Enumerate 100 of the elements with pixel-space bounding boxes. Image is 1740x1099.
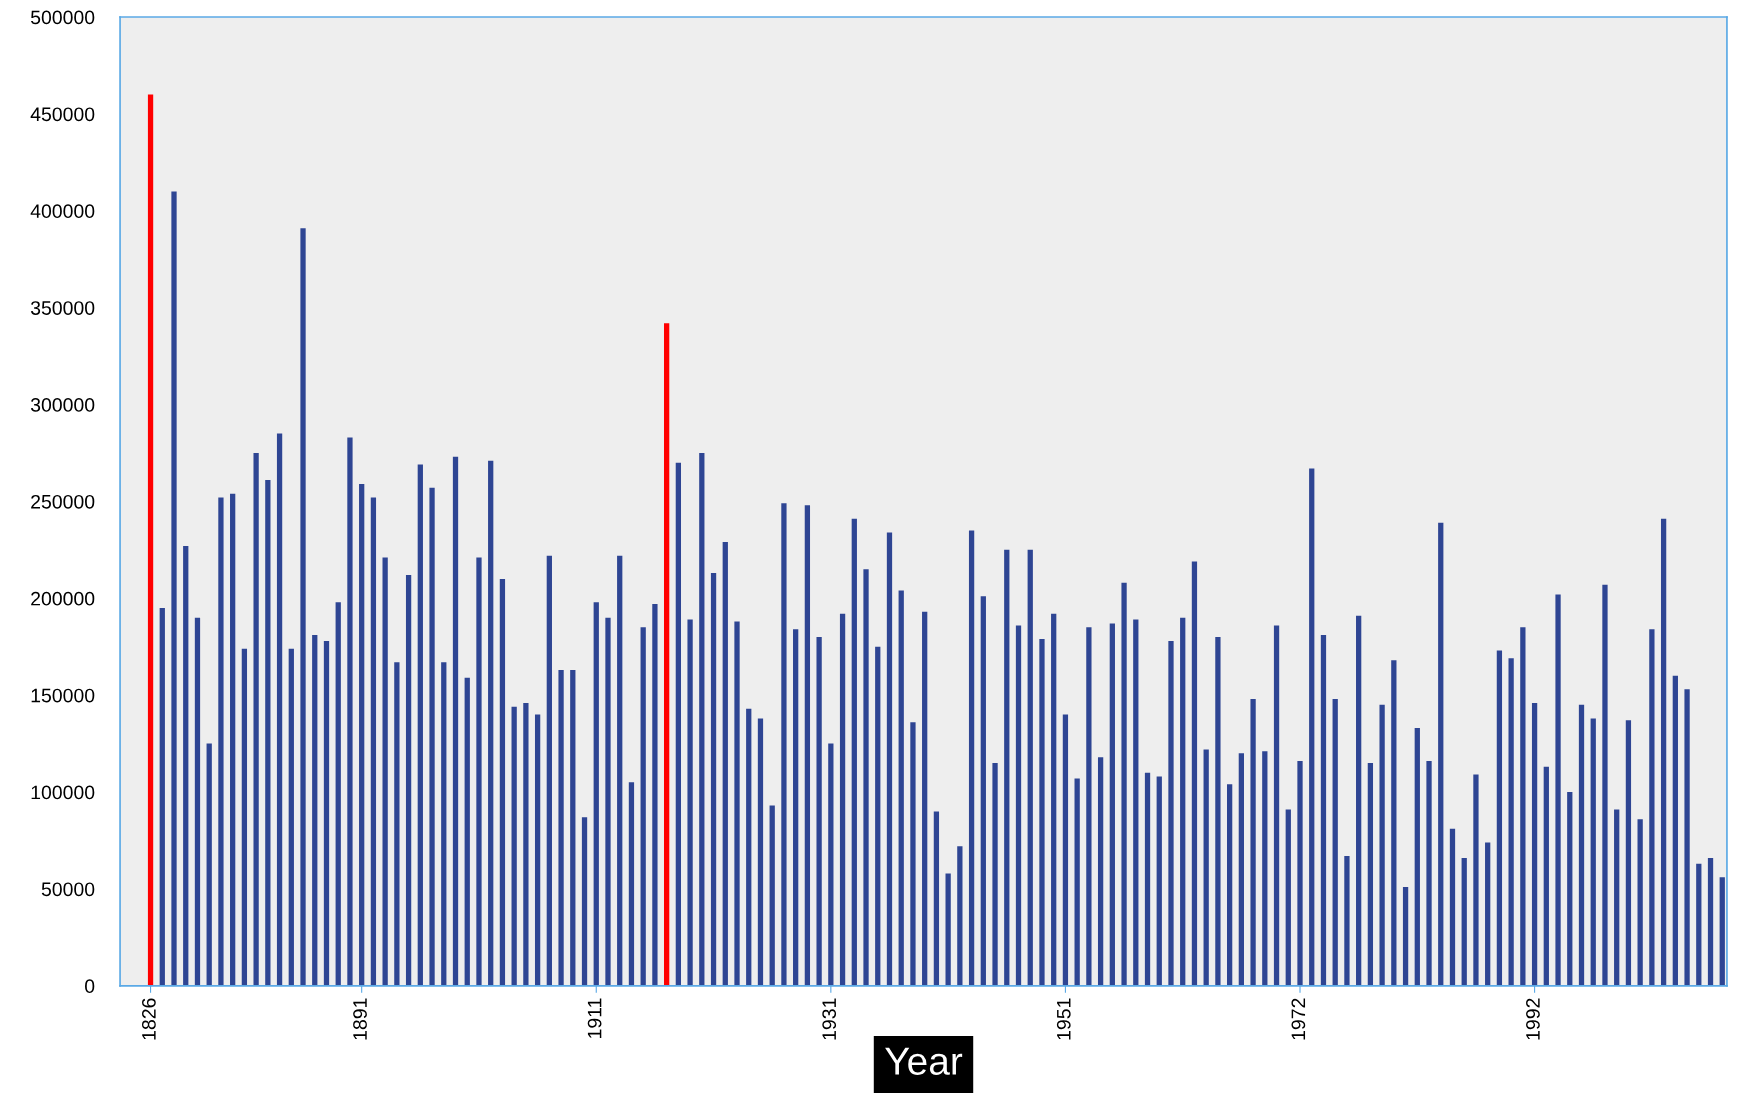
bar (1590, 718, 1596, 986)
bar (464, 677, 470, 986)
bar (863, 569, 869, 986)
bar (886, 532, 893, 986)
bar (534, 714, 541, 986)
bar (687, 619, 693, 986)
bar (699, 452, 705, 986)
bar (898, 590, 904, 986)
bar (1520, 627, 1526, 986)
bar (640, 627, 646, 986)
bar (1051, 613, 1057, 986)
bar (757, 718, 764, 986)
bar (218, 497, 224, 986)
bar (511, 706, 517, 986)
bar (1567, 792, 1573, 986)
bar (875, 646, 881, 986)
bar (429, 487, 435, 986)
bar (347, 437, 353, 986)
bar (1508, 658, 1514, 986)
bar (1062, 714, 1069, 986)
y-tick-label: 500000 (30, 10, 95, 25)
bar (288, 648, 294, 986)
bar (1531, 702, 1538, 986)
bar (804, 505, 811, 986)
bar (183, 545, 189, 986)
bar (1696, 863, 1702, 986)
y-tick-label: 400000 (30, 204, 95, 219)
bar (992, 762, 998, 986)
bar (652, 604, 658, 986)
bar (1250, 699, 1256, 986)
bar (617, 555, 623, 986)
bar (793, 629, 799, 986)
x-tick-label: 1951 (1056, 998, 1071, 1040)
bar (1027, 549, 1033, 986)
x-tick-label: 1911 (587, 998, 602, 1038)
bar (1227, 784, 1233, 986)
x-tick-label: 1992 (1526, 998, 1540, 1040)
bar (781, 503, 787, 986)
y-tick-label: 100000 (31, 785, 95, 800)
bar (922, 611, 928, 986)
bar (581, 817, 588, 986)
bar (1133, 619, 1139, 986)
bar (1262, 751, 1268, 986)
bar (570, 669, 576, 986)
bar (1344, 855, 1350, 986)
bar (452, 456, 459, 986)
bar (710, 573, 717, 986)
bar (300, 228, 306, 986)
bar (734, 621, 740, 986)
bar (1156, 776, 1162, 986)
bar (968, 530, 975, 986)
bar (664, 323, 670, 986)
bar (1496, 650, 1503, 986)
bar (359, 483, 365, 986)
bar (1719, 877, 1725, 986)
bar (171, 191, 177, 986)
x-tick-label: 1891 (353, 998, 367, 1040)
bar (1039, 638, 1045, 986)
bar (476, 557, 482, 986)
bar (276, 433, 283, 986)
bar (769, 805, 775, 986)
bar (1379, 704, 1385, 986)
bar (1074, 778, 1080, 986)
bar (1180, 617, 1186, 986)
bar (159, 607, 165, 986)
bar (722, 542, 728, 986)
x-tick-label: 1826 (142, 998, 156, 1040)
bar (1144, 772, 1151, 986)
bar (675, 462, 682, 986)
bar (1168, 640, 1174, 986)
bar (746, 708, 752, 986)
bar (828, 743, 834, 986)
x-axis-title: Year (885, 1047, 963, 1075)
bar (241, 648, 248, 986)
bar (933, 811, 940, 986)
bar (1203, 749, 1209, 986)
bar (441, 662, 447, 986)
x-tick-label: 1931 (822, 998, 837, 1040)
y-tick-label: 250000 (31, 494, 95, 509)
bar (1391, 660, 1397, 986)
y-tick-label: 450000 (30, 107, 95, 122)
bar (1649, 629, 1655, 986)
bar (523, 702, 529, 986)
bar (1097, 757, 1104, 986)
bar (1285, 809, 1291, 986)
bar (1015, 625, 1022, 986)
bar (1707, 857, 1714, 986)
bar (1473, 774, 1479, 986)
bar (558, 669, 564, 986)
bar (1086, 627, 1092, 986)
bar (1004, 549, 1010, 986)
bar (1273, 625, 1280, 986)
bar (382, 557, 388, 986)
bar (1449, 828, 1456, 986)
bar (1109, 623, 1115, 986)
bar (323, 640, 330, 986)
bar (1602, 584, 1608, 986)
y-tick-label: 50000 (41, 882, 95, 897)
bar (1414, 728, 1420, 986)
bar (312, 635, 318, 986)
